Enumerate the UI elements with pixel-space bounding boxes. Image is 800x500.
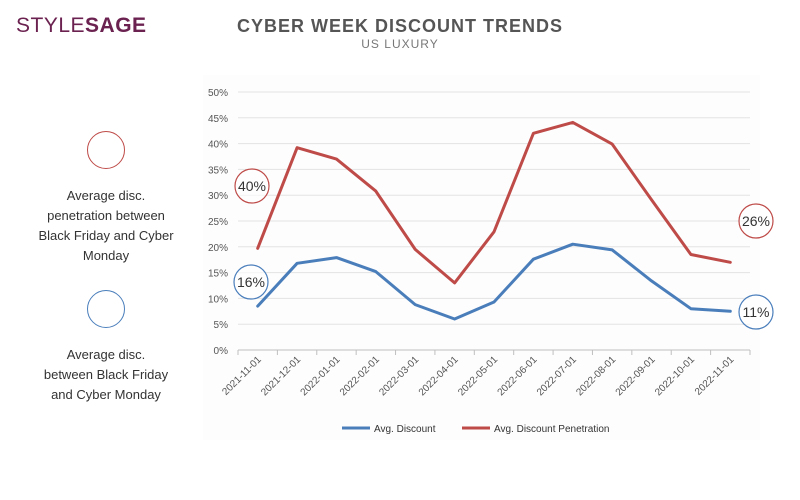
- penetration-legend-circle: [87, 131, 125, 169]
- stylesage-logo: STYLESAGE: [16, 14, 147, 38]
- annotation-label: 16%: [237, 274, 265, 290]
- annotation-circle: [234, 168, 270, 204]
- y-tick-label: 20%: [208, 243, 228, 254]
- legend-label: Avg. Discount: [374, 424, 436, 435]
- y-tick-label: 15%: [208, 269, 228, 280]
- chart-subtitle: US LUXURY: [361, 37, 439, 51]
- annotation-label: 40%: [238, 178, 266, 194]
- annotation-circle: [738, 294, 774, 330]
- plot-background: [203, 75, 760, 440]
- y-tick-label: 0%: [214, 346, 229, 357]
- y-tick-label: 30%: [208, 191, 228, 202]
- y-tick-label: 50%: [208, 88, 228, 99]
- y-tick-label: 25%: [208, 217, 228, 228]
- series-line-avg-discount: [256, 242, 732, 321]
- y-tick-label: 10%: [208, 294, 228, 305]
- logo-part-sage: SAGE: [85, 14, 147, 37]
- y-tick-label: 35%: [208, 165, 228, 176]
- logo-part-style: STYLE: [16, 14, 86, 37]
- legend-label: Avg. Discount Penetration: [494, 424, 609, 435]
- annotation-circle: [233, 264, 269, 300]
- penetration-legend-text: Average disc. penetration between Black …: [38, 188, 174, 263]
- discount-legend-text: Average disc. between Black Friday and C…: [43, 347, 169, 402]
- y-tick-label: 40%: [208, 140, 228, 151]
- y-tick-label: 45%: [208, 114, 228, 125]
- y-tick-label: 5%: [214, 320, 229, 331]
- annotation-circle: [738, 203, 774, 239]
- annotation-label: 26%: [742, 213, 770, 229]
- series-line-avg-discount-penetration: [256, 120, 732, 285]
- annotation-label: 11%: [743, 304, 770, 320]
- discount-legend-circle: [87, 290, 125, 328]
- chart-title: CYBER WEEK DISCOUNT TRENDS: [236, 16, 563, 36]
